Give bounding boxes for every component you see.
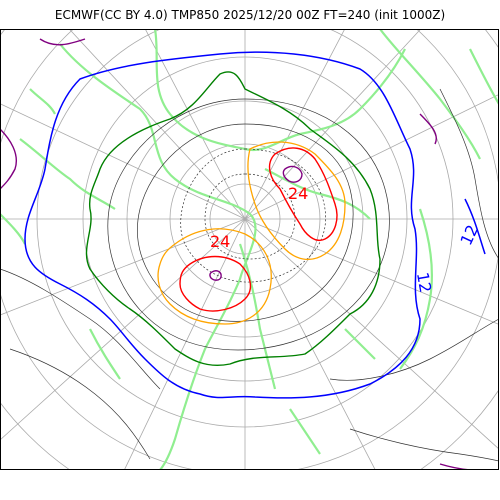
isotherm-12	[24, 51, 486, 399]
temperature-map: 24 24 12 12	[0, 29, 499, 470]
isotherm-orange	[157, 141, 346, 325]
map-title: ECMWF(CC BY 4.0) TMP850 2025/12/20 00Z F…	[54, 8, 446, 22]
contour-label-24: 24	[210, 232, 230, 251]
isotherm-3	[85, 71, 381, 366]
map-frame	[0, 29, 499, 470]
coastlines	[0, 29, 499, 470]
isotherm-24	[179, 147, 338, 312]
contour-label-12: 12	[413, 271, 435, 294]
contour-label-24: 24	[288, 184, 308, 203]
isotherms-thin	[0, 88, 499, 462]
